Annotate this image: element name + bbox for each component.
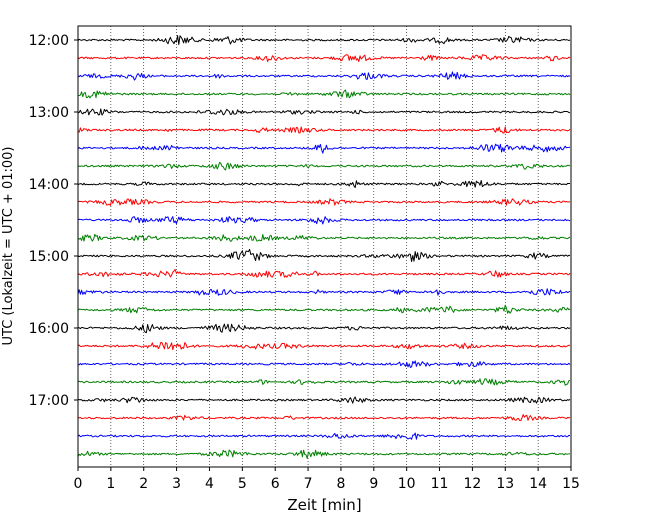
- x-tick-label: 6: [271, 476, 280, 492]
- trace-line: [77, 449, 571, 459]
- x-tick-label: 14: [529, 476, 547, 492]
- y-tick-label: 13:00: [29, 105, 69, 121]
- x-tick-label: 10: [398, 476, 416, 492]
- trace-line: [77, 378, 571, 386]
- plot-frame: [77, 25, 572, 468]
- trace-line: [77, 360, 571, 368]
- trace-line: [77, 161, 571, 171]
- trace-line: [77, 268, 571, 278]
- x-tick-label: 5: [238, 476, 247, 492]
- trace-line: [77, 35, 571, 46]
- trace-line: [77, 179, 571, 189]
- x-tick-label: 15: [562, 476, 580, 492]
- trace-line: [77, 414, 571, 422]
- trace-line: [77, 89, 571, 99]
- x-tick-label: 11: [431, 476, 449, 492]
- x-tick-label: 1: [106, 476, 115, 492]
- trace-line: [77, 233, 571, 242]
- x-tick-label: 0: [74, 476, 83, 492]
- x-axis-ticks: 0 1 2 3 4 5 6 7 8 9 10 11 12 13 14 15: [74, 467, 580, 492]
- x-tick-label: 2: [139, 476, 148, 492]
- trace-line: [77, 248, 571, 262]
- x-tick-label: 3: [172, 476, 181, 492]
- x-tick-label: 12: [463, 476, 481, 492]
- x-tick-label: 8: [336, 476, 345, 492]
- x-tick-label: 7: [304, 476, 313, 492]
- trace-line: [77, 432, 571, 440]
- trace-group: [77, 35, 571, 459]
- x-tick-label: 13: [496, 476, 514, 492]
- y-axis-ticks: 12:00 13:00 14:00 15:00 16:00 17:00: [29, 33, 78, 409]
- y-axis-label: UTC (Lokalzeit = UTC + 01:00): [1, 147, 16, 346]
- trace-line: [77, 71, 571, 81]
- trace-line: [77, 323, 571, 334]
- trace-line: [77, 396, 571, 404]
- trace-line: [77, 288, 571, 296]
- y-tick-label: 15:00: [29, 249, 69, 265]
- trace-line: [77, 54, 571, 63]
- trace-line: [77, 342, 571, 351]
- x-tick-label: 9: [369, 476, 378, 492]
- trace-line: [77, 126, 571, 134]
- trace-line: [77, 143, 571, 154]
- y-tick-label: 17:00: [29, 393, 69, 409]
- trace-line: [77, 198, 571, 206]
- trace-line: [77, 108, 571, 116]
- y-tick-label: 12:00: [29, 33, 69, 49]
- y-tick-label: 14:00: [29, 177, 69, 193]
- y-tick-label: 16:00: [29, 321, 69, 337]
- x-tick-label: 4: [205, 476, 214, 492]
- trace-line: [77, 216, 571, 225]
- trace-line: [77, 304, 571, 314]
- x-axis-label: Zeit [min]: [287, 496, 361, 514]
